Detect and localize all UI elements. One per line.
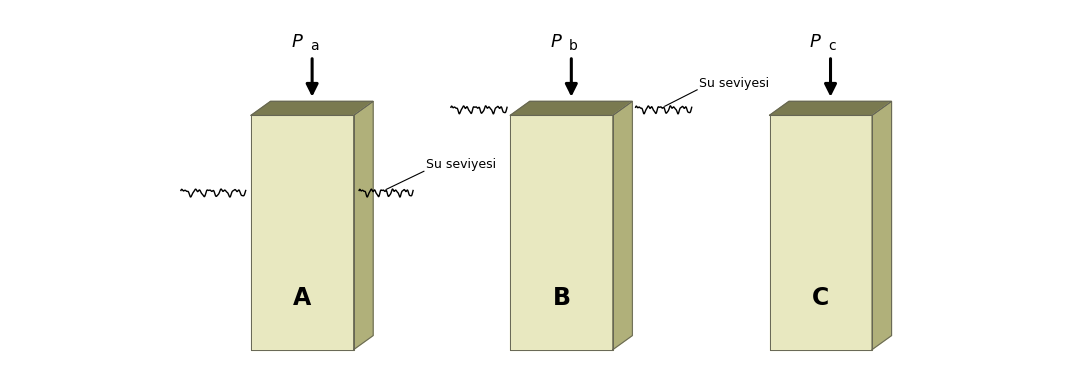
Text: b: b [569,39,578,53]
Text: c: c [828,39,836,53]
Polygon shape [511,115,613,349]
Polygon shape [613,101,633,349]
Text: Su seviyesi: Su seviyesi [700,77,769,90]
Polygon shape [252,115,354,349]
Text: $P$: $P$ [809,33,822,51]
Text: Su seviyesi: Su seviyesi [426,158,496,171]
Polygon shape [354,101,374,349]
Polygon shape [873,101,892,349]
Polygon shape [769,101,892,115]
Text: $P$: $P$ [550,33,563,51]
Text: C: C [812,286,829,310]
Text: $P$: $P$ [291,33,303,51]
Polygon shape [511,101,633,115]
Text: B: B [553,286,570,310]
Polygon shape [252,101,374,115]
Text: A: A [294,286,311,310]
Text: a: a [310,39,319,53]
Polygon shape [769,115,873,349]
